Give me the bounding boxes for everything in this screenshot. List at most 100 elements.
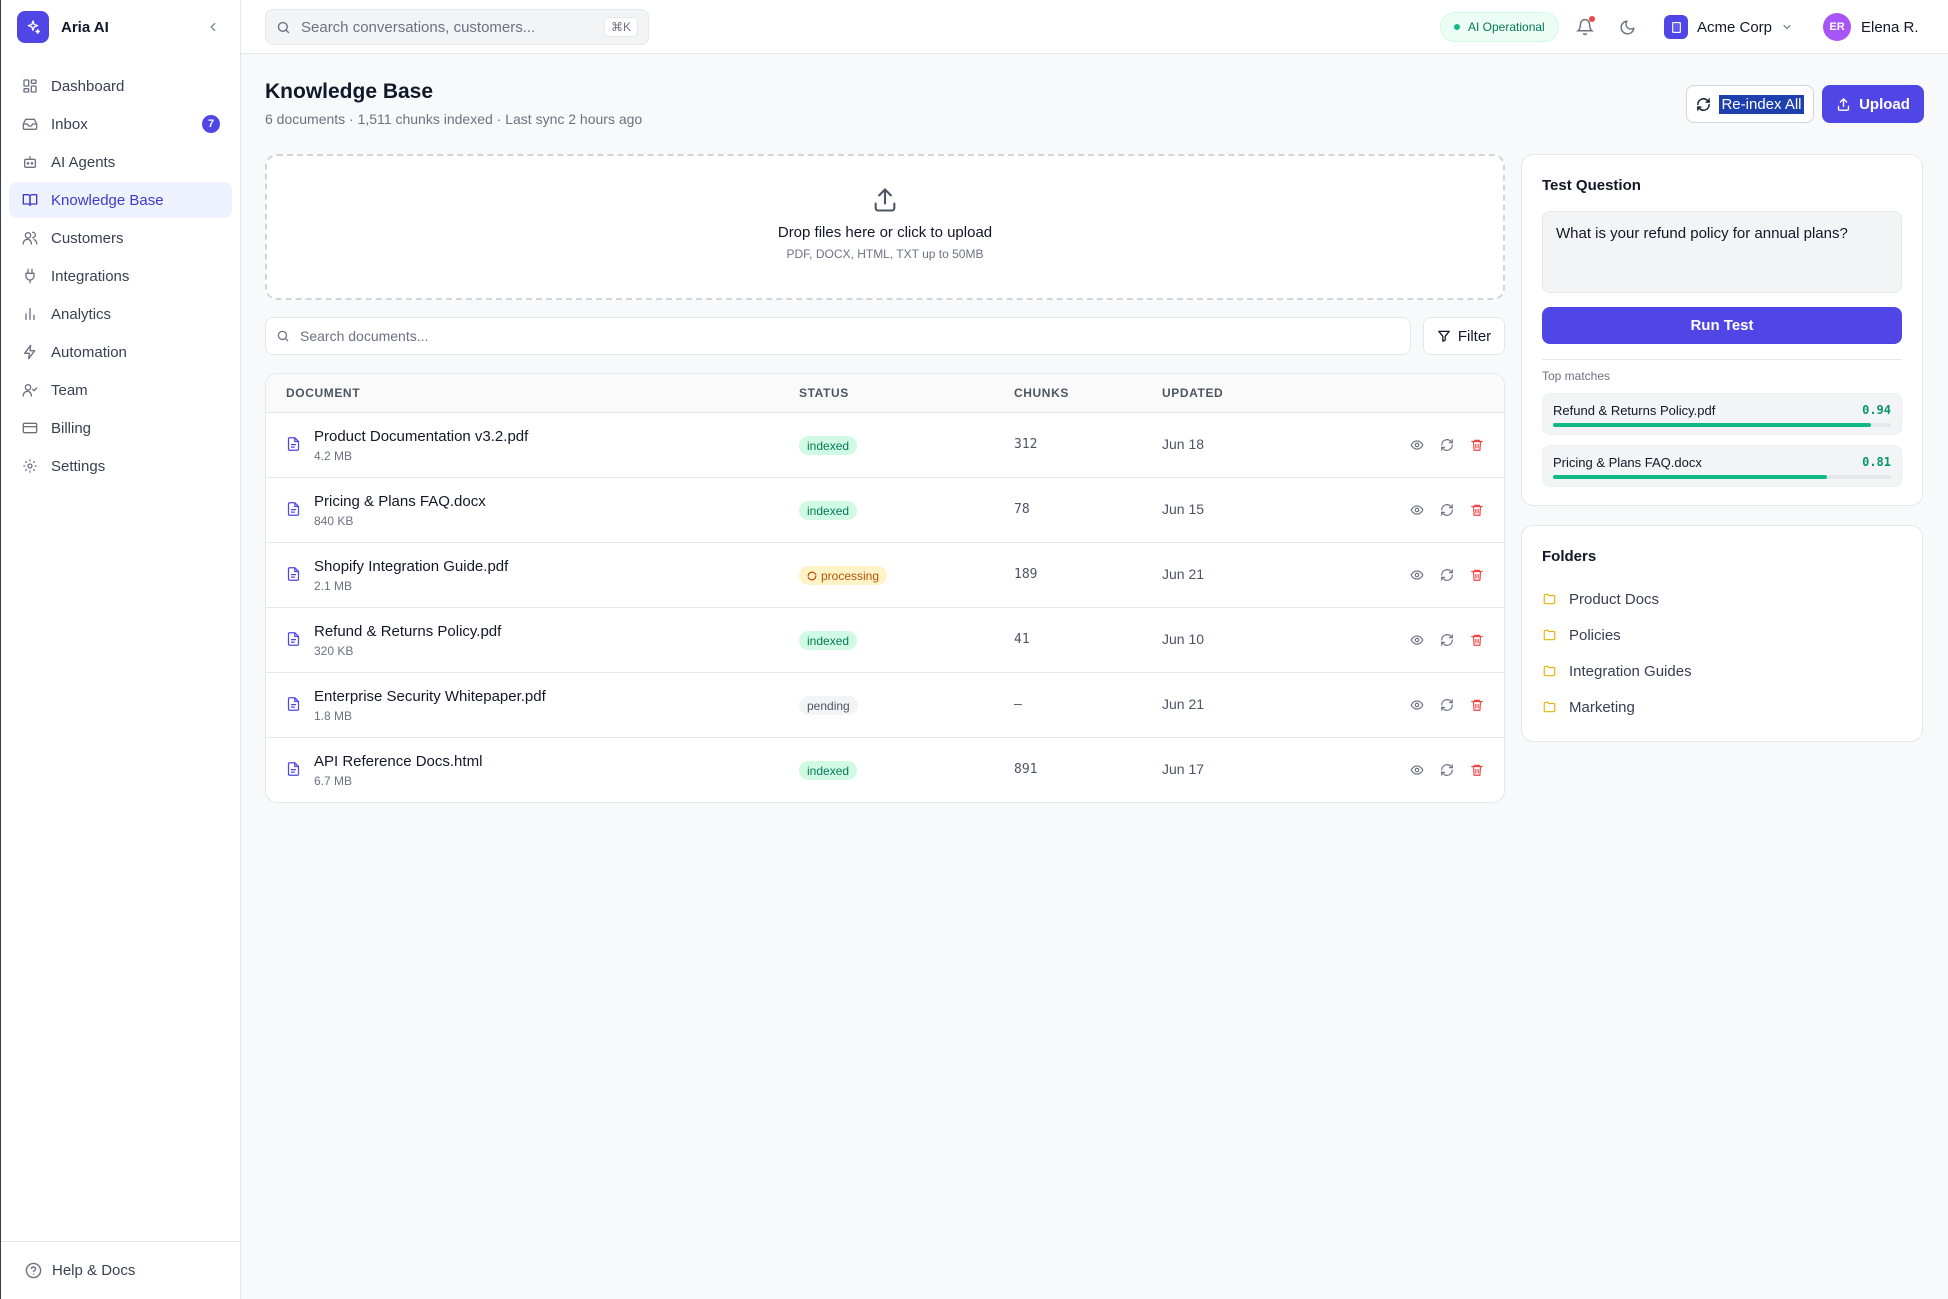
file-icon	[286, 761, 301, 777]
table-row[interactable]: Refund & Returns Policy.pdf 320 KB index…	[266, 608, 1504, 673]
sidebar-item-billing[interactable]: Billing	[9, 410, 232, 446]
trash-icon	[1470, 633, 1484, 647]
topbar: ⌘K AI Operational Acme Corp ER Elena R.	[241, 0, 1948, 54]
sidebar-item-analytics[interactable]: Analytics	[9, 296, 232, 332]
status-label: indexed	[807, 438, 850, 453]
filter-button[interactable]: Filter	[1423, 317, 1505, 355]
delete-button[interactable]	[1468, 436, 1486, 454]
chevron-down-icon	[1783, 24, 1791, 30]
match-name: Pricing & Plans FAQ.docx	[1553, 455, 1702, 470]
match-score: 0.94	[1862, 403, 1891, 417]
folder-item[interactable]: Policies	[1542, 624, 1621, 646]
view-button[interactable]	[1408, 761, 1426, 779]
column-header-chunks[interactable]: CHUNKS	[1014, 386, 1069, 400]
search-icon	[276, 329, 290, 343]
delete-button[interactable]	[1468, 631, 1486, 649]
document-name[interactable]: API Reference Docs.html	[314, 753, 483, 770]
document-name[interactable]: Refund & Returns Policy.pdf	[314, 623, 502, 640]
table-row[interactable]: API Reference Docs.html 6.7 MB indexed 8…	[266, 738, 1504, 802]
document-name[interactable]: Product Documentation v3.2.pdf	[314, 428, 529, 445]
sidebar-item-automation[interactable]: Automation	[9, 334, 232, 370]
upload-dropzone[interactable]: Drop files here or click to upload PDF, …	[265, 154, 1505, 300]
folder-item[interactable]: Integration Guides	[1542, 660, 1692, 682]
document-search-input[interactable]	[300, 328, 1400, 344]
table-row[interactable]: Pricing & Plans FAQ.docx 840 KB indexed …	[266, 478, 1504, 543]
folder-item[interactable]: Marketing	[1542, 696, 1635, 718]
table-row[interactable]: Enterprise Security Whitepaper.pdf 1.8 M…	[266, 673, 1504, 738]
user-menu[interactable]: ER Elena R.	[1823, 13, 1919, 41]
reindex-button[interactable]	[1438, 761, 1456, 779]
filter-label: Filter	[1457, 327, 1492, 345]
delete-button[interactable]	[1468, 696, 1486, 714]
collapse-sidebar-button[interactable]	[202, 16, 224, 38]
match-item[interactable]: Refund & Returns Policy.pdf 0.94	[1542, 393, 1902, 435]
theme-toggle-button[interactable]	[1614, 14, 1640, 40]
search-icon	[276, 20, 291, 35]
sidebar-item-ai-agents[interactable]: AI Agents	[9, 144, 232, 180]
test-question-input[interactable]: What is your refund policy for annual pl…	[1542, 211, 1902, 293]
column-header-updated[interactable]: UPDATED	[1162, 386, 1224, 400]
sidebar-item-customers[interactable]: Customers	[9, 220, 232, 256]
table-row[interactable]: Shopify Integration Guide.pdf 2.1 MB pro…	[266, 543, 1504, 608]
sidebar-nav: Dashboard Inbox 7 AI Agents Knowledge Ba…	[1, 68, 240, 484]
reindex-button[interactable]	[1438, 566, 1456, 584]
sidebar-item-settings[interactable]: Settings	[9, 448, 232, 484]
brand-name: Aria AI	[61, 18, 109, 36]
help-docs-link[interactable]: Help & Docs	[1, 1241, 240, 1299]
filter-icon	[1437, 329, 1451, 343]
column-header-status[interactable]: STATUS	[799, 386, 849, 400]
document-name[interactable]: Enterprise Security Whitepaper.pdf	[314, 688, 546, 705]
match-score-bar	[1553, 423, 1891, 427]
folder-name: Integration Guides	[1569, 662, 1692, 680]
folder-item[interactable]: Product Docs	[1542, 588, 1659, 610]
folder-icon	[1542, 700, 1557, 714]
view-button[interactable]	[1408, 566, 1426, 584]
moon-icon	[1620, 19, 1635, 34]
view-button[interactable]	[1408, 696, 1426, 714]
trash-icon	[1470, 763, 1484, 777]
reindex-button[interactable]	[1438, 436, 1456, 454]
view-button[interactable]	[1408, 631, 1426, 649]
view-button[interactable]	[1408, 501, 1426, 519]
status-label: indexed	[807, 763, 850, 778]
eye-icon	[1410, 763, 1424, 777]
notifications-button[interactable]	[1572, 14, 1598, 40]
table-row[interactable]: Product Documentation v3.2.pdf 4.2 MB in…	[266, 413, 1504, 478]
reindex-button[interactable]	[1438, 696, 1456, 714]
test-question-title: Test Question	[1542, 177, 1641, 194]
sidebar-item-dashboard[interactable]: Dashboard	[9, 68, 232, 104]
delete-button[interactable]	[1468, 566, 1486, 584]
column-header-document[interactable]: DOCUMENT	[286, 386, 361, 400]
sidebar-item-inbox[interactable]: Inbox 7	[9, 106, 232, 142]
delete-button[interactable]	[1468, 501, 1486, 519]
match-item[interactable]: Pricing & Plans FAQ.docx 0.81	[1542, 445, 1902, 487]
upload-button[interactable]: Upload	[1822, 85, 1924, 123]
chevron-left-icon	[210, 22, 216, 32]
sidebar-item-team[interactable]: Team	[9, 372, 232, 408]
sidebar-item-integrations[interactable]: Integrations	[9, 258, 232, 294]
document-search[interactable]	[265, 317, 1411, 355]
refresh-icon	[1440, 763, 1454, 777]
document-size: 6.7 MB	[314, 774, 353, 788]
org-switcher[interactable]: Acme Corp	[1664, 13, 1793, 41]
global-search[interactable]: ⌘K	[265, 9, 649, 45]
refresh-icon	[1440, 698, 1454, 712]
document-name[interactable]: Shopify Integration Guide.pdf	[314, 558, 509, 575]
reindex-all-button[interactable]: Re-index All	[1686, 85, 1814, 123]
run-test-button[interactable]: Run Test	[1542, 307, 1902, 344]
sidebar-item-label: Automation	[51, 343, 127, 361]
document-name[interactable]: Pricing & Plans FAQ.docx	[314, 493, 486, 510]
table-header: DOCUMENT STATUS CHUNKS UPDATED	[266, 374, 1504, 413]
upload-icon	[267, 186, 1503, 214]
sidebar-item-label: Inbox	[51, 115, 88, 133]
building-icon	[1664, 15, 1688, 39]
eye-icon	[1410, 568, 1424, 582]
table-body: Product Documentation v3.2.pdf 4.2 MB in…	[266, 413, 1504, 802]
view-button[interactable]	[1408, 436, 1426, 454]
reindex-button[interactable]	[1438, 631, 1456, 649]
global-search-input[interactable]	[301, 18, 604, 36]
reindex-button[interactable]	[1438, 501, 1456, 519]
delete-button[interactable]	[1468, 761, 1486, 779]
sidebar-item-knowledge-base[interactable]: Knowledge Base	[9, 182, 232, 218]
page-subtitle: 6 documents · 1,511 chunks indexed · Las…	[265, 111, 643, 127]
